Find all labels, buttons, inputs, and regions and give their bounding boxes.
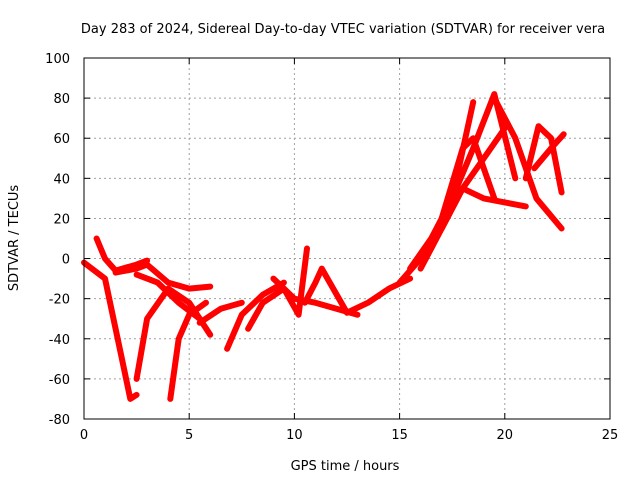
x-tick-label: 10 (286, 428, 303, 443)
x-tick-label: 0 (80, 428, 88, 443)
trace-sat-k (301, 265, 350, 316)
x-tick-label: 20 (497, 428, 514, 443)
y-tick-label: 60 (53, 132, 70, 147)
trace-sat-d (112, 261, 214, 292)
axis-ticks (83, 57, 611, 420)
y-tick-label: -60 (49, 373, 70, 388)
y-tick-labels: -80 -60 -40 -20 0 20 40 60 80 100 (45, 52, 70, 428)
y-tick-label: -20 (49, 293, 70, 308)
y-tick-label: 0 (62, 253, 70, 268)
trace-sat-q (438, 135, 498, 222)
x-tick-label: 5 (185, 428, 193, 443)
trace-sat-s (522, 123, 565, 196)
grid-lines (84, 58, 610, 419)
y-tick-label: 20 (53, 212, 70, 227)
y-tick-label: -80 (49, 413, 70, 428)
trace-sat-t (531, 131, 567, 172)
plot-frame (83, 57, 611, 420)
trace-sat-f (167, 299, 209, 402)
y-tick-label: -40 (49, 333, 70, 348)
y-tick-label: 80 (53, 92, 70, 107)
chart-title: Day 283 of 2024, Sidereal Day-to-day VTE… (81, 22, 605, 37)
x-axis-label: GPS time / hours (291, 459, 400, 474)
trace-sat-a (81, 259, 140, 402)
y-axis-label: SDTVAR / TECUs (7, 185, 22, 292)
y-tick-label: 40 (53, 172, 70, 187)
x-tick-label: 25 (602, 428, 619, 443)
trace-sat-e (133, 271, 203, 322)
trace-sat-g (196, 299, 245, 326)
y-tick-label: 100 (45, 52, 70, 67)
x-tick-labels: 0 5 10 15 20 25 (80, 428, 618, 443)
trace-sat-h (224, 279, 287, 352)
x-tick-label: 15 (391, 428, 408, 443)
data-traces (81, 91, 567, 402)
